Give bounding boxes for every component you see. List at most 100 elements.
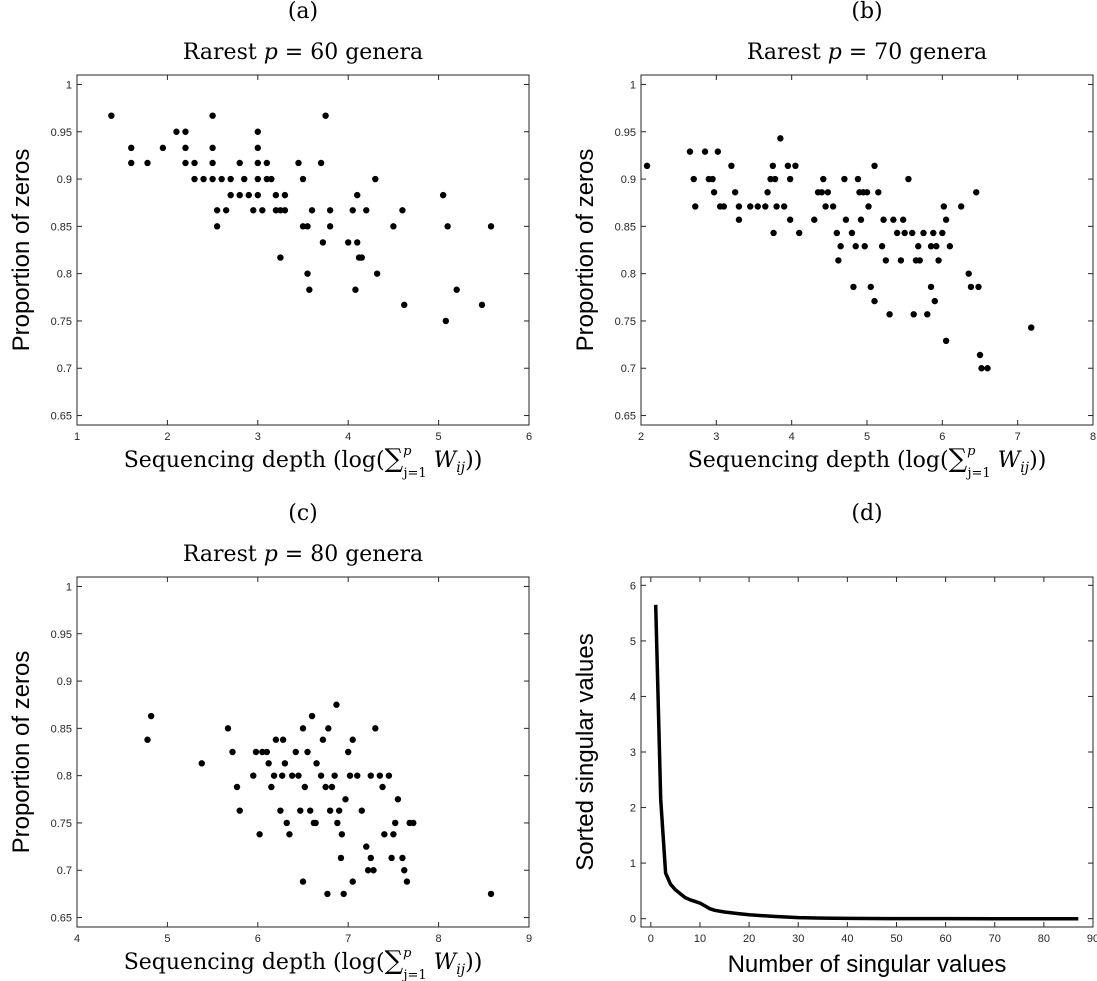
y-axis-label: Proportion of zeros [8,149,35,352]
y-tick-label: 0.75 [51,316,72,328]
data-point [379,783,386,791]
plot-frame [640,576,1094,928]
data-point [299,223,307,230]
data-point [328,783,336,791]
data-point [975,283,982,291]
data-point [867,283,874,291]
data-point [824,189,832,196]
data-point [731,189,739,196]
data-point [349,207,356,214]
data-point [784,162,792,170]
x-tick-label: 30 [792,933,804,945]
data-point [837,243,844,250]
data-point [144,736,151,743]
y-tick-label: 0.95 [51,629,72,641]
data-point [942,337,950,345]
y-tick-label: 0.9 [57,676,72,688]
x-tick-label: 50 [890,933,902,945]
y-tick-label: 6 [630,580,636,592]
data-point [268,175,275,183]
data-point [345,239,352,246]
data-point [265,760,272,767]
data-point [263,748,271,756]
y-tick-label: 4 [630,691,636,703]
panel-label: (b) [851,0,882,24]
data-point [346,772,354,779]
data-point [263,175,271,183]
data-point [367,772,374,779]
data-point [842,216,850,223]
data-point [256,831,263,838]
data-point [905,175,912,183]
data-point [254,175,261,183]
data-point [304,223,311,230]
data-point [354,191,361,199]
data-point [340,890,347,898]
data-point [326,223,334,230]
data-point [880,216,887,223]
data-point [841,175,848,183]
x-tick-label: 8 [436,933,442,945]
data-point [796,229,803,237]
panel-label: (a) [288,0,318,24]
data-point [224,725,232,732]
y-axis-label: Proportion of zeros [572,149,599,352]
data-point [191,159,198,167]
data-point [354,772,361,779]
data-point [835,257,842,264]
x-tick-label: 2 [638,431,644,443]
data-point [363,843,370,850]
data-point [376,772,384,779]
y-tick-label: 0.65 [615,411,636,423]
x-tick-label: 9 [526,933,532,945]
x-tick-label: 60 [939,933,951,945]
data-point [439,191,447,199]
data-point [897,257,905,264]
data-point [306,286,313,293]
data-point [299,725,307,732]
data-point [857,216,865,223]
data-point [288,772,296,779]
data-point [927,283,935,291]
data-point [372,175,379,183]
data-point [227,175,234,183]
data-point [233,783,241,791]
data-point [209,144,216,152]
data-point [354,239,361,246]
data-point [227,191,234,199]
data-point [984,365,991,372]
data-point [394,796,402,803]
data-point [792,162,799,170]
data-point [910,311,917,318]
data-point [709,175,716,183]
x-tick-label: 7 [345,933,351,945]
data-point [976,351,984,359]
data-point [182,128,189,135]
data-point [692,203,699,210]
y-tick-label: 0.85 [51,723,72,735]
y-tick-label: 5 [630,636,636,648]
data-point [254,128,261,135]
data-point [770,229,777,237]
plot-frame [76,74,530,426]
y-tick-label: 0.7 [621,363,636,375]
data-point [442,317,450,325]
x-tick-label: 4 [345,431,351,443]
data-point [147,712,155,720]
x-tick-label: 4 [74,933,80,945]
data-point [319,736,327,743]
y-tick-label: 1 [66,581,72,593]
data-point [254,159,261,167]
data-point [363,207,370,214]
data-point [924,311,931,318]
y-tick-label: 0 [630,914,636,926]
y-tick-label: 0.9 [57,174,72,186]
panel-label: (d) [851,501,882,526]
data-point [829,203,837,210]
data-point [317,772,325,779]
x-tick-label: 20 [743,933,755,945]
x-tick-label: 2 [164,431,170,443]
data-point [643,162,651,170]
data-point [942,216,950,223]
